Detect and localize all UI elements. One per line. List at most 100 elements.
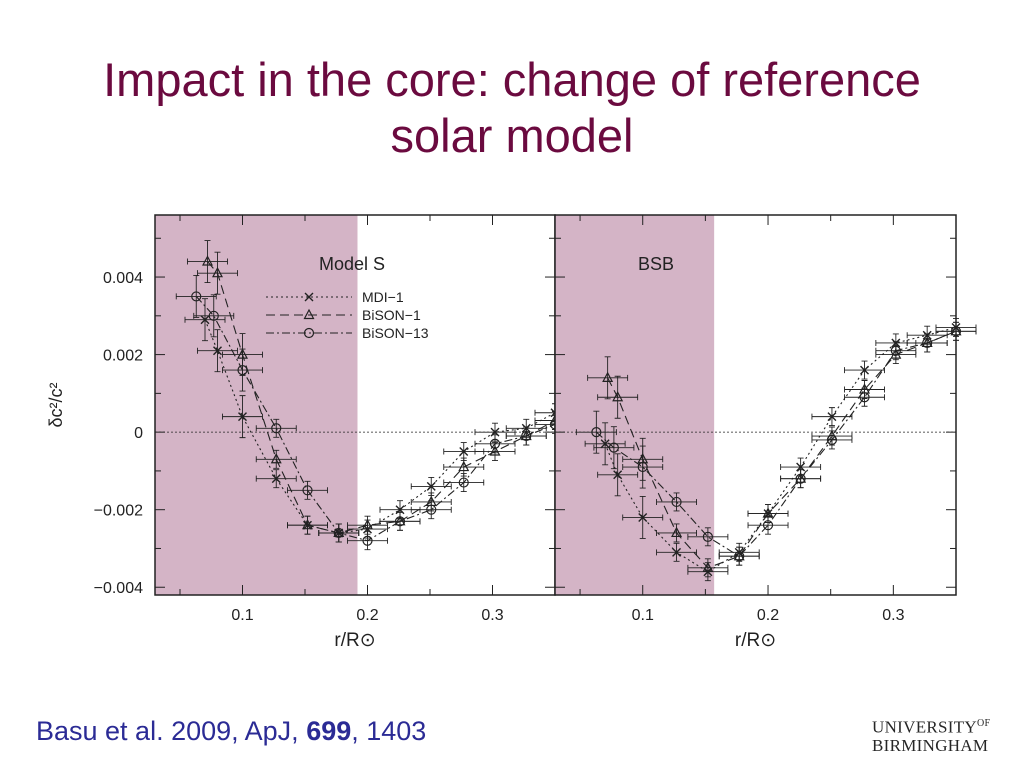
point-circle: [890, 345, 901, 356]
y-tick-label: −0.002: [94, 503, 143, 520]
error-bar: [193, 294, 235, 338]
point-cross: [613, 470, 623, 480]
error-bar: [347, 515, 388, 535]
citation-pages: , 1403: [351, 716, 427, 746]
point-circle: [922, 337, 933, 349]
error-bar: [656, 523, 698, 543]
legend-label: BiSON−13: [362, 325, 429, 341]
point-circle: [826, 434, 838, 445]
error-bar: [587, 356, 629, 400]
error-bar: [656, 492, 698, 512]
error-bar: [443, 473, 485, 493]
slide-title-line-1: Impact in the core: change of reference: [103, 53, 921, 106]
citation-authors: Basu et al. 2009, ApJ,: [36, 716, 307, 746]
point-cross: [638, 512, 648, 522]
logo-line-2: BIRMINGHAM: [872, 735, 989, 755]
point-triangle: [270, 453, 282, 464]
point-cross: [860, 365, 870, 375]
slide-title-line-2: solar model: [390, 109, 634, 162]
y-tick-label: −0.004: [94, 580, 143, 597]
point-circle: [762, 520, 774, 531]
shaded-region: [155, 215, 358, 595]
point-circle: [734, 551, 745, 562]
point-triangle: [303, 308, 315, 320]
point-triangle: [602, 371, 614, 382]
error-bar: [906, 333, 948, 353]
point-cross: [271, 474, 281, 484]
x-tick-label: 0.2: [757, 607, 779, 624]
error-bar: [197, 251, 238, 295]
citation: Basu et al. 2009, ApJ, 699, 1403: [36, 716, 426, 747]
x-tick-label: 0.1: [231, 607, 253, 624]
point-triangle: [212, 266, 223, 278]
point-circle: [208, 310, 219, 321]
error-bar: [593, 426, 635, 470]
point-cross: [459, 447, 469, 457]
point-circle: [426, 504, 437, 515]
point-cross: [304, 292, 314, 302]
x-axis-label: r/R⊙: [334, 630, 375, 651]
point-circle: [637, 461, 648, 473]
legend-label: BiSON−1: [362, 307, 421, 323]
x-tick-label: 0.1: [632, 607, 654, 624]
error-bar: [443, 457, 485, 477]
panel-frame: [554, 214, 957, 596]
x-tick-label: 0.3: [882, 607, 904, 624]
point-cross: [600, 439, 610, 449]
y-tick-label: 0.002: [103, 348, 143, 365]
point-circle: [489, 438, 501, 449]
error-bar: [410, 500, 452, 520]
error-bar: [747, 515, 789, 535]
point-circle: [671, 496, 682, 508]
series-BiSON−13: [575, 321, 977, 566]
point-circle: [271, 423, 282, 434]
error-bar: [175, 274, 217, 318]
point-cross: [426, 481, 436, 491]
point-circle: [237, 365, 248, 376]
point-circle: [859, 392, 870, 403]
error-bar: [287, 515, 328, 535]
point-circle: [302, 485, 313, 496]
error-bar: [255, 418, 297, 438]
point-cross: [672, 547, 682, 557]
error-bar: [780, 469, 822, 489]
error-bar: [718, 546, 760, 566]
logo-of: OF: [977, 718, 991, 729]
error-bar: [747, 504, 789, 524]
university-logo: UNIVERSITYOF BIRMINGHAM: [872, 715, 990, 755]
error-bar: [687, 527, 729, 547]
panel-label: BSB: [638, 254, 674, 274]
slide-title: Impact in the core: change of reference …: [40, 52, 984, 164]
point-circle: [521, 430, 532, 442]
y-tick-label: 0.004: [103, 270, 143, 287]
error-bar: [811, 430, 853, 450]
legend: MDI−1 BiSON−1 BiSON−13: [266, 289, 429, 341]
point-circle: [591, 427, 602, 438]
point-triangle: [362, 518, 373, 530]
point-circle: [458, 477, 469, 488]
point-triangle: [458, 460, 470, 472]
point-circle: [191, 291, 202, 302]
error-bar: [505, 426, 547, 446]
point-circle: [795, 473, 806, 484]
point-circle: [303, 327, 315, 339]
y-tick-label: 0: [134, 425, 143, 442]
shaded-region: [555, 215, 715, 595]
point-circle: [362, 535, 373, 546]
point-triangle: [489, 445, 501, 456]
point-cross: [200, 315, 210, 325]
error-bar: [474, 434, 516, 454]
x-axis-label: r/R⊙: [735, 630, 776, 651]
point-cross: [213, 346, 222, 356]
point-triangle: [612, 390, 624, 402]
panel-label: Model S: [319, 254, 385, 274]
y-axis-label: δc²/c²: [46, 382, 66, 427]
error-bar: [222, 348, 263, 392]
error-bar: [844, 387, 885, 407]
legend-label: MDI−1: [362, 289, 404, 305]
error-bar: [255, 449, 297, 469]
error-bar: [347, 531, 388, 551]
point-triangle: [702, 561, 714, 572]
logo-university: UNIVERSITY: [872, 717, 977, 737]
